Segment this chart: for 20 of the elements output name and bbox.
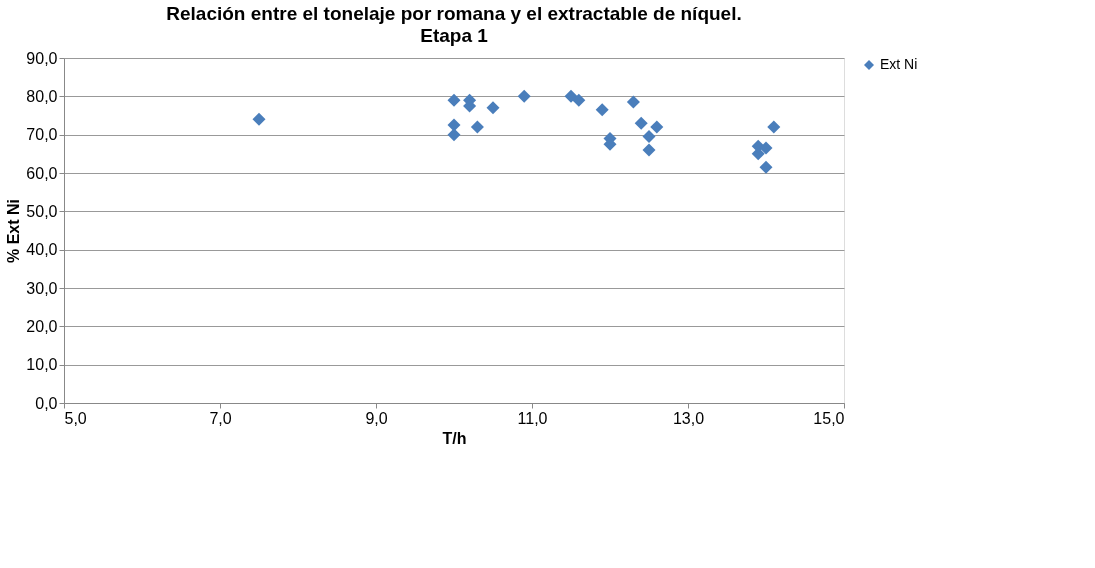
y-tick-label: 0,0 (35, 394, 58, 412)
x-axis-title: T/h (442, 429, 467, 447)
y-tick-label: 70,0 (26, 126, 58, 144)
y-tick-label: 50,0 (26, 202, 58, 220)
y-tick-label: 90,0 (26, 49, 58, 67)
x-tick-label: 11,0 (517, 409, 548, 427)
y-tick-label: 60,0 (26, 164, 58, 182)
chart-title: Relación entre el tonelaje por romana y el extractable de níquel. Etapa 1 (166, 3, 742, 46)
x-tick-label: 5,0 (64, 409, 87, 427)
x-tick-label: 9,0 (365, 409, 388, 427)
y-axis-title: % Ext Ni (5, 198, 23, 264)
y-tick-label: 30,0 (26, 279, 58, 297)
y-tick-label: 20,0 (26, 317, 58, 335)
x-tick-label: 13,0 (672, 409, 705, 427)
x-tick-label: 15,0 (813, 409, 845, 427)
y-tick-label: 80,0 (26, 87, 58, 105)
y-tick-label: 10,0 (26, 356, 58, 374)
legend-label: Ext Ni (880, 56, 918, 72)
y-tick-label: 40,0 (26, 241, 58, 259)
x-tick-label: 7,0 (209, 409, 232, 427)
